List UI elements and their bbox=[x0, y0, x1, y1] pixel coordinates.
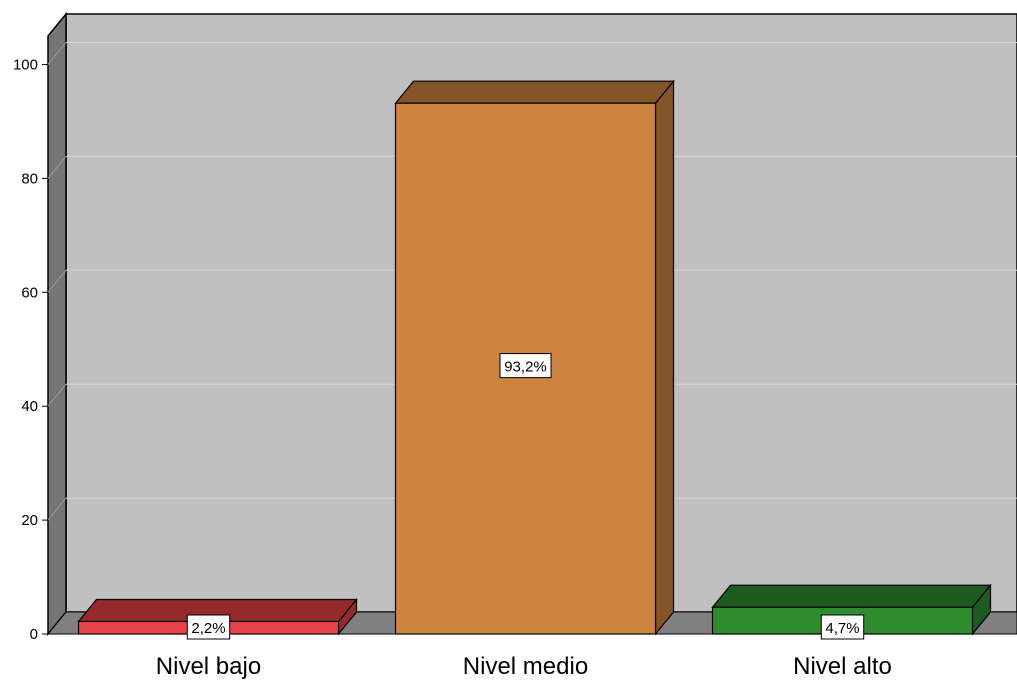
bar-top bbox=[711, 584, 992, 608]
bar-top bbox=[394, 80, 675, 104]
x-tick-label: Nivel bajo bbox=[156, 653, 261, 680]
y-tick-label: 100 bbox=[13, 56, 38, 73]
y-tick-label: 40 bbox=[21, 398, 38, 415]
y-tick-label: 20 bbox=[21, 512, 38, 529]
bars: 2,2% 93,2% 4,7% bbox=[77, 79, 992, 640]
data-label-box bbox=[186, 614, 231, 640]
data-label-text: 4,7% bbox=[825, 620, 859, 637]
y-tick-label: 0 bbox=[30, 626, 38, 643]
x-tick-label: Nivel medio bbox=[463, 653, 588, 680]
bar-3: 4,7% bbox=[711, 583, 992, 640]
x-axis: Nivel bajo Nivel medio Nivel alto bbox=[156, 653, 892, 680]
y-axis: 0 20 40 60 80 100 bbox=[13, 56, 48, 643]
left-wall bbox=[47, 11, 67, 637]
bar-1: 2,2% bbox=[77, 597, 358, 640]
bar-2: 93,2% bbox=[394, 79, 675, 636]
data-label: 93,2% bbox=[499, 353, 552, 379]
x-tick-label: Nivel alto bbox=[793, 653, 892, 680]
gridline-side bbox=[47, 269, 67, 293]
gridline-side bbox=[47, 42, 67, 65]
gridline-side bbox=[47, 497, 67, 521]
data-label-text: 93,2% bbox=[504, 359, 547, 376]
data-label-box bbox=[820, 614, 865, 640]
y-tick-label: 80 bbox=[21, 170, 38, 187]
data-label: 4,7% bbox=[820, 614, 865, 640]
gridline-side bbox=[47, 383, 67, 407]
bar-side bbox=[654, 79, 675, 636]
data-label-box bbox=[499, 353, 552, 379]
y-tick-label: 60 bbox=[21, 284, 38, 301]
data-label: 2,2% bbox=[186, 614, 231, 640]
gridline-side bbox=[47, 156, 67, 179]
data-label-text: 2,2% bbox=[191, 620, 225, 637]
